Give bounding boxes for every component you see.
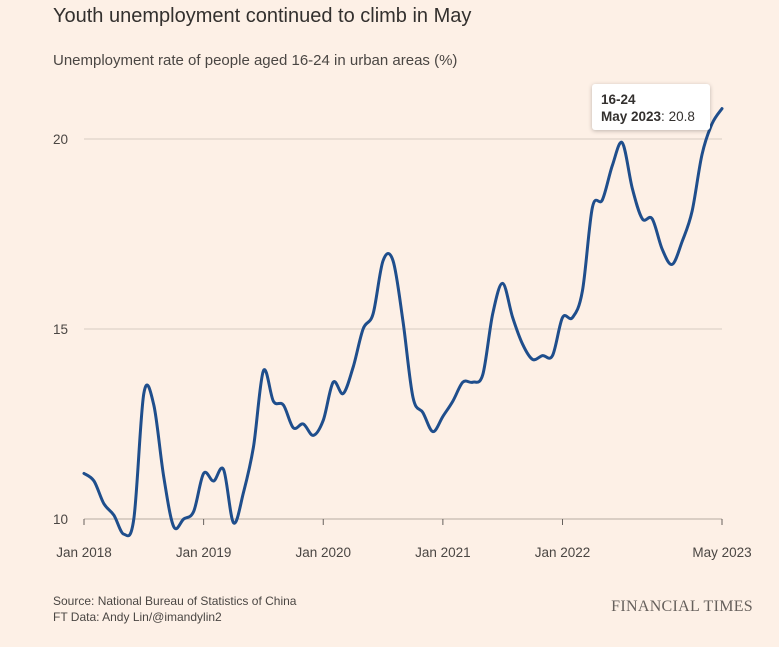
data-point (191, 509, 196, 514)
ft-logo: FINANCIAL TIMES (611, 598, 753, 615)
data-point (540, 353, 545, 358)
data-point (311, 433, 316, 438)
data-point (720, 106, 725, 111)
data-point (101, 501, 106, 506)
x-tick-label: Jan 2018 (56, 545, 112, 560)
data-point (460, 380, 465, 385)
series-line-16-24 (82, 107, 724, 538)
data-point (430, 429, 435, 434)
x-tick-label: May 2023 (692, 545, 751, 560)
data-point (261, 368, 266, 373)
data-point (201, 471, 206, 476)
data-point (221, 467, 226, 472)
data-point (82, 471, 87, 476)
chart-title: Youth unemployment continued to climb in… (53, 5, 472, 27)
data-point (580, 289, 585, 294)
data-point (171, 524, 176, 529)
data-point (490, 311, 495, 316)
data-point (630, 186, 635, 191)
data-point (510, 315, 515, 320)
data-point (141, 391, 146, 396)
data-point (680, 239, 685, 244)
tooltip-separator: : (661, 109, 669, 124)
data-point (291, 425, 296, 430)
data-point (480, 372, 485, 377)
data-point (371, 311, 376, 316)
data-point (131, 517, 136, 522)
data-point (530, 357, 535, 362)
data-point (351, 365, 356, 370)
data-point (271, 399, 276, 404)
x-tick-label: Jan 2019 (176, 545, 232, 560)
x-tick-label: Jan 2022 (535, 545, 591, 560)
y-tick-label: 15 (53, 322, 68, 337)
data-point (321, 418, 326, 423)
data-point (420, 410, 425, 415)
hover-tooltip: 16-24 May 2023: 20.8 (592, 84, 710, 130)
data-point (411, 395, 416, 400)
data-point (550, 353, 555, 358)
data-point (700, 152, 705, 157)
data-point (151, 403, 156, 408)
data-point (111, 513, 116, 518)
y-tick-label: 10 (53, 512, 68, 527)
data-point (251, 444, 256, 449)
data-point (640, 216, 645, 221)
data-point (620, 140, 625, 145)
x-tick-label: Jan 2021 (415, 545, 471, 560)
x-tick-label: Jan 2020 (295, 545, 351, 560)
data-point (650, 216, 655, 221)
data-point (560, 315, 565, 320)
x-axis: Jan 2018 Jan 2019 Jan 2020 Jan 2021 Jan 2022… (56, 519, 752, 560)
data-point (500, 281, 505, 286)
data-point (301, 422, 306, 427)
data-point (670, 262, 675, 267)
data-point (211, 479, 216, 484)
y-tick-label: 20 (53, 132, 68, 147)
y-axis-labels: 10 15 20 (53, 132, 68, 527)
credit-line: FT Data: Andy Lin/@imandylin2 (53, 610, 222, 624)
data-point (710, 121, 715, 126)
data-point (281, 403, 286, 408)
data-point (450, 399, 455, 404)
data-point (470, 380, 475, 385)
data-point (690, 209, 695, 214)
data-point (361, 327, 366, 332)
data-point (92, 479, 97, 484)
source-note: Source: National Bureau of Statistics of… (53, 593, 296, 625)
data-point (570, 315, 575, 320)
series-layer (82, 106, 725, 538)
data-point (381, 258, 386, 263)
data-point (401, 319, 406, 324)
data-point (181, 517, 186, 522)
data-point (341, 391, 346, 396)
data-point (121, 532, 126, 537)
tooltip-series-name: 16-24 (601, 92, 636, 107)
data-point (440, 414, 445, 419)
data-point (600, 197, 605, 202)
source-line: Source: National Bureau of Statistics of… (53, 594, 297, 608)
tooltip-date: May 2023 (601, 109, 662, 124)
data-point (161, 475, 166, 480)
tooltip-value: 20.8 (668, 109, 695, 124)
data-point (660, 247, 665, 252)
data-point (520, 342, 525, 347)
data-point (590, 205, 595, 210)
data-point (231, 520, 236, 525)
data-point (331, 380, 336, 385)
data-point (610, 163, 615, 168)
data-point (391, 258, 396, 263)
chart-subtitle: Unemployment rate of people aged 16-24 i… (53, 52, 458, 69)
data-point (241, 490, 246, 495)
